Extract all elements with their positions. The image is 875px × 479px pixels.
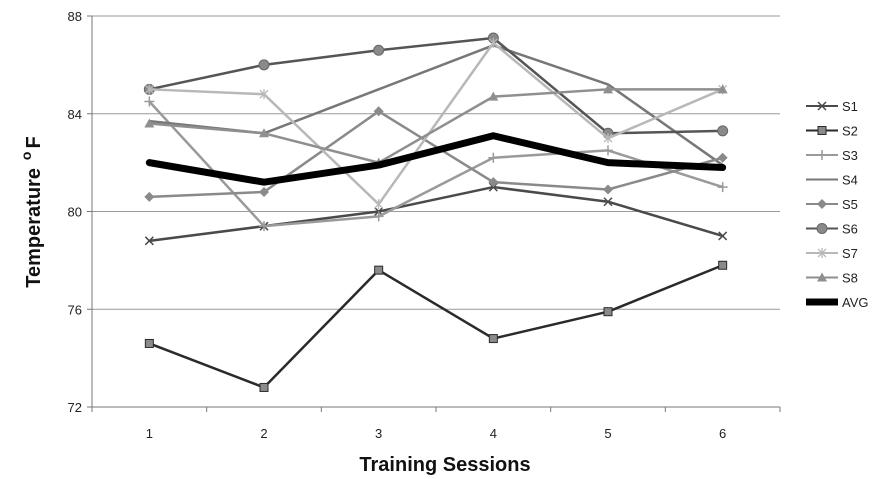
grid-layer bbox=[92, 15, 780, 408]
series-line-s2 bbox=[148, 264, 724, 389]
legend-marker bbox=[817, 248, 827, 258]
legend-item-s6: S6 bbox=[806, 222, 858, 237]
axis-layer: 72 76 80 84 88 1 2 3 4 5 6 bbox=[68, 9, 781, 441]
x-axis-title: Training Sessions bbox=[359, 454, 530, 476]
series-avg bbox=[145, 132, 727, 186]
data-point-s6 bbox=[717, 125, 729, 137]
y-tick-label: 72 bbox=[68, 400, 82, 415]
y-axis-title: Temperature oF bbox=[18, 136, 45, 287]
data-point-s5 bbox=[259, 186, 269, 197]
data-point-s2 bbox=[144, 338, 154, 348]
data-point-s1 bbox=[144, 236, 154, 246]
legend-item-s8: S8 bbox=[806, 271, 858, 286]
data-point-s8 bbox=[603, 84, 613, 94]
legend-item-s5: S5 bbox=[806, 197, 858, 212]
x-tick-label: 1 bbox=[146, 426, 153, 441]
data-point-s3 bbox=[717, 182, 728, 193]
series-line-s1 bbox=[148, 185, 724, 243]
legend-marker bbox=[817, 126, 827, 135]
data-point-s2 bbox=[603, 307, 613, 317]
y-axis-title-unit: F bbox=[23, 136, 45, 148]
series-s2 bbox=[144, 260, 728, 392]
x-tick-label: 3 bbox=[375, 426, 382, 441]
legend-item-avg: AVG bbox=[806, 295, 869, 310]
legend-marker bbox=[817, 150, 827, 160]
series-s5 bbox=[144, 106, 728, 202]
data-point-s5 bbox=[717, 152, 728, 163]
data-point-s3 bbox=[488, 152, 499, 163]
data-point-s2 bbox=[718, 260, 728, 270]
legend-marker bbox=[817, 199, 827, 209]
y-axis-title-main: Temperature bbox=[23, 168, 45, 288]
legend-label: S2 bbox=[842, 124, 858, 139]
series-layer bbox=[143, 32, 729, 392]
y-tick-label: 84 bbox=[68, 107, 82, 122]
data-point-s8 bbox=[488, 91, 499, 101]
legend: S1 S2 S3 S4 S5 S6 S7 S8 AVG bbox=[806, 99, 869, 310]
legend-label: S1 bbox=[842, 99, 858, 114]
data-point-s2 bbox=[488, 334, 498, 344]
series-line-avg bbox=[145, 132, 727, 186]
legend-marker bbox=[817, 272, 827, 282]
legend-item-s7: S7 bbox=[806, 246, 858, 261]
data-point-s3 bbox=[259, 221, 269, 232]
y-tick-label: 80 bbox=[68, 205, 82, 220]
x-tick-label: 6 bbox=[719, 426, 726, 441]
data-point-s7 bbox=[259, 89, 269, 100]
series-s3 bbox=[144, 96, 728, 232]
legend-item-s3: S3 bbox=[806, 148, 858, 163]
data-point-s7 bbox=[603, 133, 613, 144]
series-line-s8 bbox=[148, 88, 724, 164]
data-point-s1 bbox=[718, 231, 728, 241]
data-point-s7 bbox=[488, 37, 498, 48]
data-point-s3 bbox=[144, 96, 155, 107]
series-line-s3 bbox=[148, 100, 724, 228]
legend-label: S5 bbox=[842, 197, 858, 212]
legend-item-s4: S4 bbox=[806, 173, 858, 188]
legend-marker bbox=[816, 223, 828, 234]
data-point-s6 bbox=[373, 44, 385, 56]
data-point-s7 bbox=[374, 199, 384, 210]
data-point-s5 bbox=[144, 191, 155, 202]
legend-marker bbox=[817, 101, 827, 111]
y-axis-title-sup: o bbox=[18, 151, 34, 160]
data-point-s8 bbox=[717, 84, 728, 94]
data-point-s3 bbox=[373, 211, 384, 222]
legend-label: S4 bbox=[842, 173, 858, 188]
legend-item-s2: S2 bbox=[806, 124, 858, 139]
series-line-s7 bbox=[148, 41, 724, 206]
series-s7 bbox=[144, 37, 728, 210]
legend-label: S8 bbox=[842, 271, 858, 286]
legend-label: S3 bbox=[842, 148, 858, 163]
data-point-s5 bbox=[373, 106, 384, 117]
data-point-s2 bbox=[259, 382, 269, 392]
series-line-s5 bbox=[148, 110, 724, 199]
data-point-s5 bbox=[488, 177, 499, 188]
data-point-s5 bbox=[603, 184, 613, 195]
data-point-s3 bbox=[603, 145, 613, 156]
legend-item-s1: S1 bbox=[806, 99, 858, 114]
y-tick-label: 88 bbox=[68, 9, 82, 24]
data-point-s6 bbox=[258, 59, 270, 71]
data-point-s1 bbox=[603, 197, 613, 207]
data-point-s8 bbox=[259, 128, 269, 138]
legend-label: AVG bbox=[842, 295, 869, 310]
x-tick-label: 2 bbox=[260, 426, 267, 441]
x-tick-label: 5 bbox=[604, 426, 611, 441]
x-tick-label: 4 bbox=[490, 426, 497, 441]
series-line-s6 bbox=[148, 36, 724, 135]
data-point-s7 bbox=[144, 84, 154, 95]
data-point-s8 bbox=[144, 118, 155, 128]
legend-label: S7 bbox=[842, 246, 858, 261]
y-tick-label: 76 bbox=[68, 302, 82, 317]
legend-label: S6 bbox=[842, 222, 858, 237]
data-point-s2 bbox=[374, 265, 384, 275]
